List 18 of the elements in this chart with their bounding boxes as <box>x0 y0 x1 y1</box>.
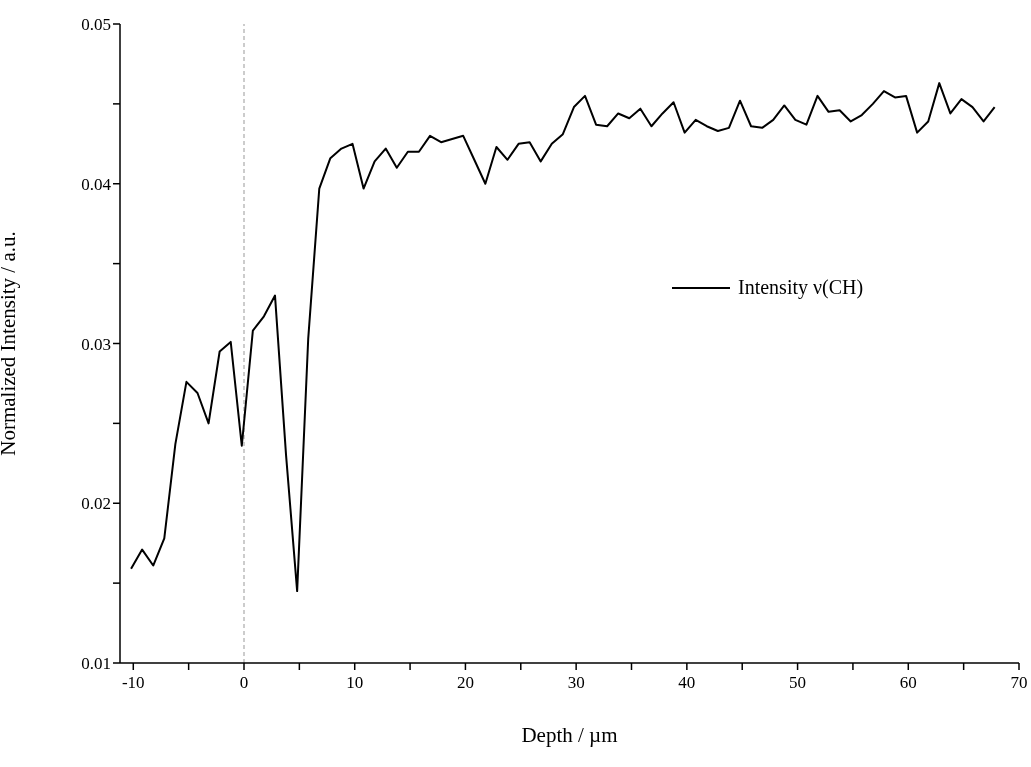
x-tick-label: -10 <box>121 673 145 692</box>
y-tick-label: 0.05 <box>81 15 111 35</box>
legend-label: Intensity ν(CH) <box>738 276 864 299</box>
x-tick-label: 50 <box>789 673 807 692</box>
y-axis-title: Normalized Intensity / a.u. <box>0 231 21 456</box>
y-tick-label: 0.04 <box>81 174 112 194</box>
x-tick-label: 20 <box>456 673 474 692</box>
x-tick-label: 0 <box>239 673 249 692</box>
y-tick-label: 0.01 <box>81 654 111 674</box>
x-tick-label: 30 <box>567 673 585 692</box>
line-series <box>130 82 996 593</box>
x-tick-label: 70 <box>1010 673 1028 692</box>
x-tick-label: 40 <box>678 673 696 692</box>
x-axis-title: Depth / µm <box>521 723 618 747</box>
y-tick-label: 0.03 <box>81 334 111 354</box>
x-tick-label: 10 <box>346 673 364 692</box>
x-tick-label: 60 <box>899 673 917 692</box>
y-tick-label: 0.02 <box>81 494 111 514</box>
